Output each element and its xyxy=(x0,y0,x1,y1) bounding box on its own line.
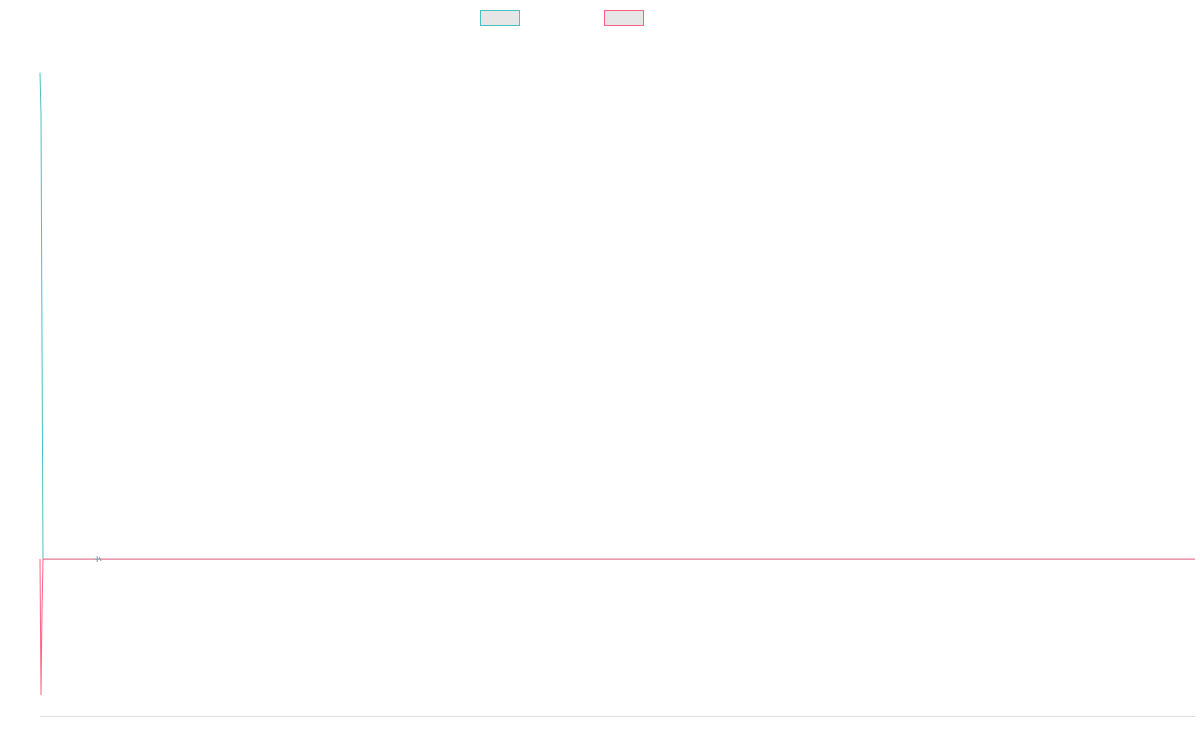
legend-swatch-series-1[interactable] xyxy=(480,10,520,26)
series-layer xyxy=(39,72,1195,696)
legend-swatch-series-2[interactable] xyxy=(604,10,644,26)
data-point-marker xyxy=(94,556,102,563)
marker-layer xyxy=(94,556,102,563)
series-line-1 xyxy=(39,72,1195,560)
series-line-2 xyxy=(39,558,1195,696)
